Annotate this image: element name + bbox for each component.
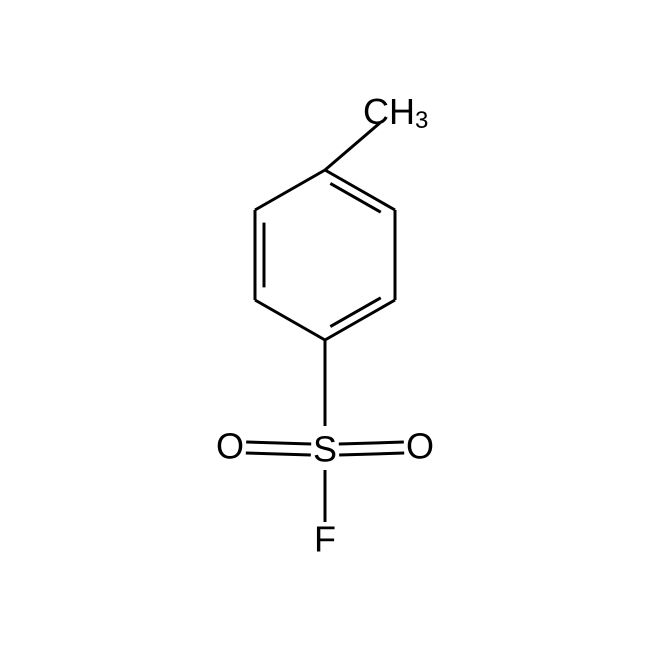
atom-s: S: [313, 429, 337, 470]
atom-f: F: [314, 519, 336, 560]
molecule-diagram: CH3 S O O F: [0, 0, 650, 650]
atom-ch3: CH3: [363, 91, 428, 135]
atom-o_right: O: [406, 426, 434, 467]
atom-o_left: O: [216, 426, 244, 467]
